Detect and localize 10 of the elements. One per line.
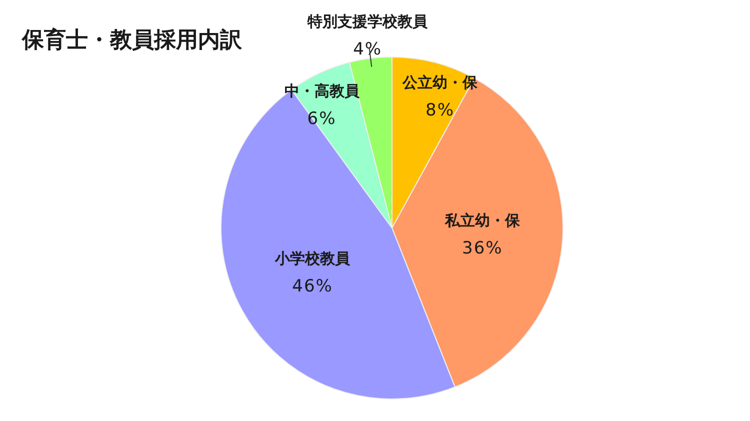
slice-label: 特別支援学校教員	[306, 12, 429, 31]
slice-label: 中・高教員	[284, 82, 360, 100]
data-label: 6%	[307, 109, 336, 130]
data-label: 36%	[462, 238, 503, 259]
data-label: 46%	[292, 276, 333, 297]
data-label: 4%	[353, 40, 382, 60]
data-label: 8%	[426, 100, 455, 120]
slice-label: 私立幼・保	[444, 212, 521, 230]
slice-label: 小学校教員	[274, 250, 352, 268]
text: 保育士・教員採用内訳	[21, 27, 243, 53]
